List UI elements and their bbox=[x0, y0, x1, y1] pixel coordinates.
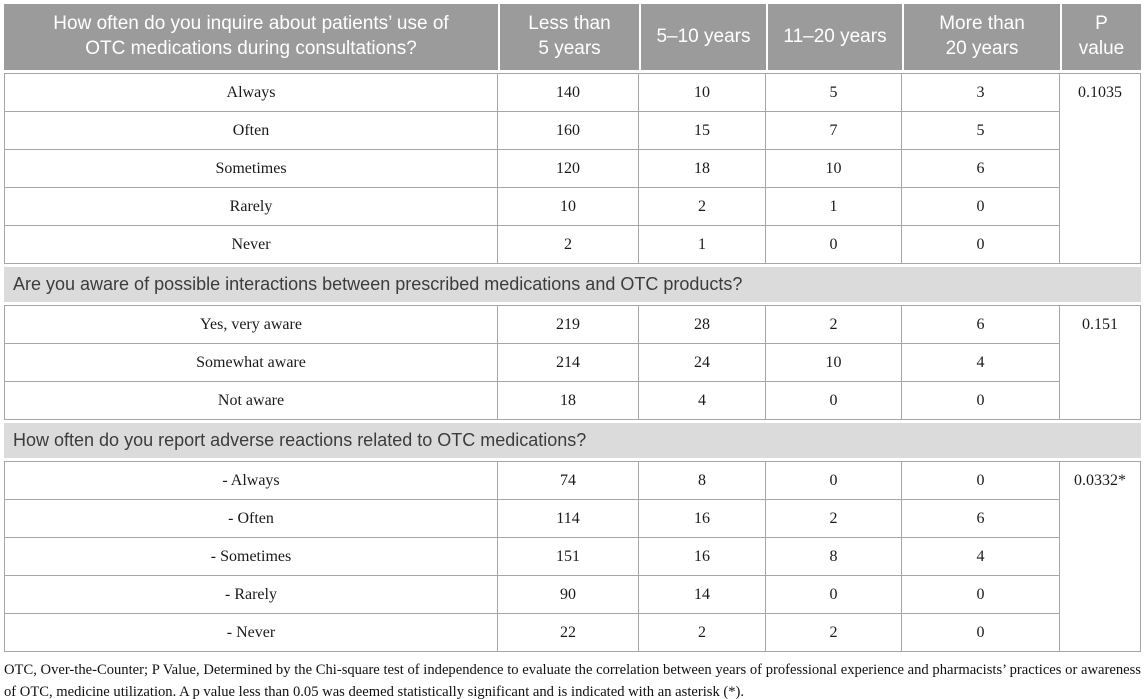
col-header-less-than-5-years: Less than 5 years bbox=[498, 4, 639, 73]
count-cell: 2 bbox=[766, 500, 902, 538]
table-row: Always 140 10 5 3 0.1035 bbox=[4, 73, 1141, 264]
row-label: Rarely bbox=[4, 188, 498, 226]
table-row: - Sometimes 151 16 8 4 bbox=[4, 538, 1141, 576]
count-cell: 2 bbox=[766, 305, 902, 344]
table-row: Rarely 10 2 1 0 bbox=[4, 188, 1141, 226]
count-cell: 120 bbox=[498, 150, 639, 188]
count-cell: 160 bbox=[498, 112, 639, 150]
row-label: - Never bbox=[4, 614, 498, 652]
table-row: Never 2 1 0 0 bbox=[4, 226, 1141, 264]
col-header-5-10-years: 5–10 years bbox=[639, 4, 766, 73]
section-row: Are you aware of possible interactions b… bbox=[4, 264, 1141, 305]
count-cell: 114 bbox=[498, 500, 639, 538]
p-value-cell: 0.1035 bbox=[1060, 73, 1141, 264]
count-cell: 0 bbox=[766, 576, 902, 614]
count-cell: 10 bbox=[766, 344, 902, 382]
count-cell: 0 bbox=[766, 382, 902, 420]
count-cell: 0 bbox=[902, 188, 1060, 226]
section-row: How often do you report adverse reaction… bbox=[4, 420, 1141, 461]
count-cell: 1 bbox=[766, 188, 902, 226]
count-cell: 3 bbox=[902, 73, 1060, 112]
row-label: Never bbox=[4, 226, 498, 264]
p-value-cell: 0.151 bbox=[1060, 305, 1141, 420]
count-cell: 14 bbox=[639, 576, 766, 614]
count-cell: 16 bbox=[639, 538, 766, 576]
row-label: - Rarely bbox=[4, 576, 498, 614]
p-value-cell: 0.0332* bbox=[1060, 461, 1141, 652]
count-cell: 15 bbox=[639, 112, 766, 150]
col-header-11-20-years: 11–20 years bbox=[766, 4, 902, 73]
table-row: - Often 114 16 2 6 bbox=[4, 500, 1141, 538]
section-header: How often do you report adverse reaction… bbox=[4, 420, 1141, 461]
count-cell: 7 bbox=[766, 112, 902, 150]
count-cell: 151 bbox=[498, 538, 639, 576]
count-cell: 4 bbox=[902, 538, 1060, 576]
row-label: - Sometimes bbox=[4, 538, 498, 576]
row-label: Always bbox=[4, 73, 498, 112]
count-cell: 6 bbox=[902, 500, 1060, 538]
count-cell: 22 bbox=[498, 614, 639, 652]
count-cell: 18 bbox=[639, 150, 766, 188]
table-row: Often 160 15 7 5 bbox=[4, 112, 1141, 150]
count-cell: 4 bbox=[902, 344, 1060, 382]
table-row: Not aware 18 4 0 0 bbox=[4, 382, 1141, 420]
count-cell: 2 bbox=[639, 188, 766, 226]
row-label: Sometimes bbox=[4, 150, 498, 188]
count-cell: 140 bbox=[498, 73, 639, 112]
count-cell: 0 bbox=[902, 576, 1060, 614]
count-cell: 2 bbox=[498, 226, 639, 264]
table-footnote: OTC, Over-the-Counter; P Value, Determin… bbox=[4, 662, 1141, 699]
row-label: Somewhat aware bbox=[4, 344, 498, 382]
count-cell: 0 bbox=[902, 614, 1060, 652]
row-label: Yes, very aware bbox=[4, 305, 498, 344]
col-header-question: How often do you inquire about patients’… bbox=[4, 4, 498, 73]
count-cell: 2 bbox=[639, 614, 766, 652]
col-header-p-value: P value bbox=[1060, 4, 1141, 73]
count-cell: 10 bbox=[766, 150, 902, 188]
table-row: Yes, very aware 219 28 2 6 0.151 bbox=[4, 305, 1141, 420]
section-header: Are you aware of possible interactions b… bbox=[4, 264, 1141, 305]
count-cell: 5 bbox=[902, 112, 1060, 150]
count-cell: 0 bbox=[902, 382, 1060, 420]
count-cell: 6 bbox=[902, 305, 1060, 344]
count-cell: 28 bbox=[639, 305, 766, 344]
table-row: Somewhat aware 214 24 10 4 bbox=[4, 344, 1141, 382]
count-cell: 24 bbox=[639, 344, 766, 382]
count-cell: 5 bbox=[766, 73, 902, 112]
table-row: - Rarely 90 14 0 0 bbox=[4, 576, 1141, 614]
count-cell: 2 bbox=[766, 614, 902, 652]
results-table: How often do you inquire about patients’… bbox=[4, 4, 1141, 652]
count-cell: 0 bbox=[902, 461, 1060, 500]
count-cell: 4 bbox=[639, 382, 766, 420]
count-cell: 74 bbox=[498, 461, 639, 500]
table-row: - Always 74 8 0 0 0.0332* bbox=[4, 461, 1141, 652]
count-cell: 90 bbox=[498, 576, 639, 614]
header-row: How often do you inquire about patients’… bbox=[4, 4, 1141, 73]
count-cell: 214 bbox=[498, 344, 639, 382]
row-label: Not aware bbox=[4, 382, 498, 420]
row-label: - Always bbox=[4, 461, 498, 500]
count-cell: 18 bbox=[498, 382, 639, 420]
count-cell: 8 bbox=[766, 538, 902, 576]
count-cell: 6 bbox=[902, 150, 1060, 188]
table-row: - Never 22 2 2 0 bbox=[4, 614, 1141, 652]
count-cell: 1 bbox=[639, 226, 766, 264]
count-cell: 16 bbox=[639, 500, 766, 538]
count-cell: 0 bbox=[766, 226, 902, 264]
col-header-more-than-20-years: More than 20 years bbox=[902, 4, 1060, 73]
table-row: Sometimes 120 18 10 6 bbox=[4, 150, 1141, 188]
count-cell: 10 bbox=[639, 73, 766, 112]
row-label: Often bbox=[4, 112, 498, 150]
count-cell: 219 bbox=[498, 305, 639, 344]
count-cell: 0 bbox=[766, 461, 902, 500]
count-cell: 8 bbox=[639, 461, 766, 500]
row-label: - Often bbox=[4, 500, 498, 538]
count-cell: 10 bbox=[498, 188, 639, 226]
count-cell: 0 bbox=[902, 226, 1060, 264]
